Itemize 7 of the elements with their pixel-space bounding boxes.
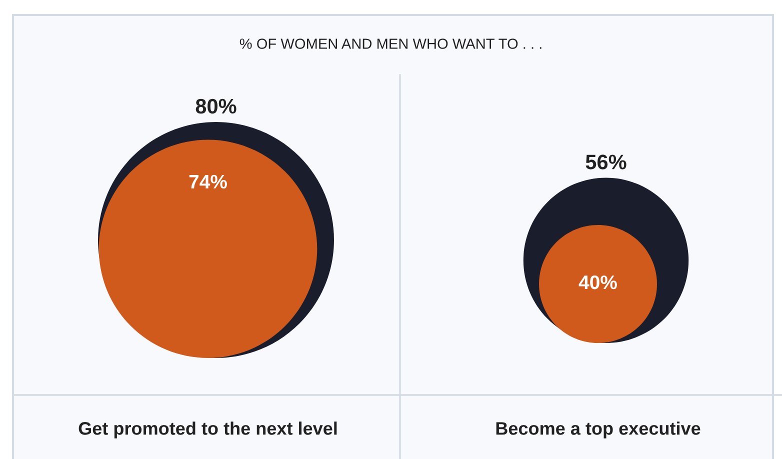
text: % OF WOMEN AND MEN WHO WANT TO . . . — [240, 38, 542, 49]
category-label: Become a top executive — [496, 422, 700, 438]
data-label: 80% — [196, 98, 236, 114]
data-label: 56% — [586, 154, 626, 170]
data-label: 74% — [189, 174, 227, 189]
data-label: 40% — [578, 275, 617, 290]
category-label: Get promoted to the next level — [78, 422, 337, 438]
